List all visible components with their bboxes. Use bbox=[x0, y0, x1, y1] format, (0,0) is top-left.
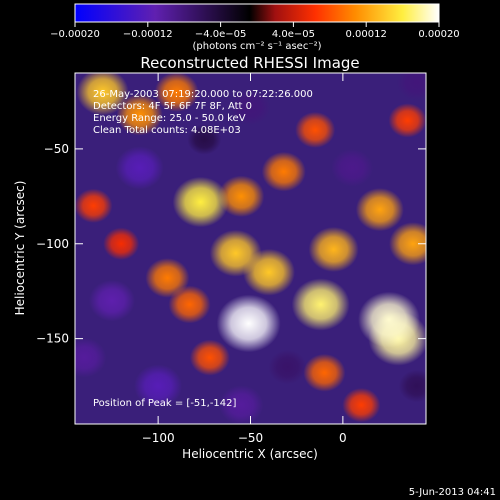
colorbar-tick-label: −0.00020 bbox=[50, 29, 100, 40]
heat-source-negative bbox=[88, 279, 135, 322]
x-tick-label: 0 bbox=[339, 431, 347, 445]
colorbar: −0.00020 −0.00012 −4.0e−05 4.0e−05 0.00012 0.… bbox=[50, 3, 460, 52]
heat-source-negative bbox=[268, 349, 307, 385]
heat-source-positive bbox=[358, 291, 421, 348]
heatmap-image bbox=[75, 73, 426, 424]
heat-source-positive bbox=[76, 73, 129, 116]
heat-source-positive bbox=[189, 339, 230, 376]
heat-source-negative bbox=[396, 73, 426, 101]
y-tick-label: −50 bbox=[44, 142, 69, 156]
footer-timestamp: 5-Jun-2013 04:41 bbox=[409, 487, 496, 498]
heat-source-positive bbox=[75, 188, 113, 223]
heat-source-positive bbox=[355, 188, 404, 232]
colorbar-tick-label: 0.00020 bbox=[418, 29, 459, 40]
heat-source-positive bbox=[291, 278, 350, 331]
heat-source-negative bbox=[187, 124, 222, 155]
heat-source-positive bbox=[308, 226, 359, 272]
y-axis-label: Heliocentric Y (arcsec) bbox=[13, 181, 27, 316]
heat-source-positive bbox=[116, 94, 163, 136]
axis-ticks: −100 −50 0 −50 −100 −150 bbox=[36, 73, 426, 445]
heat-source-negative bbox=[398, 369, 426, 403]
heat-source-positive bbox=[103, 227, 140, 260]
heat-source-positive bbox=[145, 258, 190, 298]
annotation-detectors: Detectors: 4F 5F 6F 7F 8F, Att 0 bbox=[93, 101, 252, 112]
heat-source-positive bbox=[388, 103, 426, 138]
chart-title: Reconstructed RHESSI Image bbox=[140, 54, 359, 72]
colorbar-tick-label: 4.0e−05 bbox=[272, 29, 315, 40]
colorbar-tick-label: 0.00012 bbox=[346, 29, 387, 40]
colorbar-bar bbox=[74, 3, 440, 23]
y-tick-label: −100 bbox=[36, 237, 69, 251]
heat-source-positive bbox=[209, 229, 262, 277]
plot-area: 26-May-2003 07:19:20.000 to 07:22:26.000… bbox=[74, 72, 427, 425]
x-tick-label: −100 bbox=[142, 431, 175, 445]
heat-source-positive bbox=[295, 111, 336, 148]
heat-source-negative bbox=[230, 89, 271, 126]
heat-source-negative bbox=[219, 385, 264, 424]
heat-source-negative bbox=[75, 337, 107, 378]
heat-source-negative bbox=[115, 146, 164, 190]
heat-source-positive bbox=[172, 176, 229, 228]
heat-source-positive bbox=[168, 285, 211, 324]
colorbar-tick-label: −0.00012 bbox=[123, 29, 173, 40]
colorbar-ticks: −0.00020 −0.00012 −4.0e−05 4.0e−05 0.00012 0.… bbox=[50, 22, 460, 40]
colorbar-tick-label: −4.0e−05 bbox=[195, 29, 247, 40]
x-tick-label: −50 bbox=[238, 431, 263, 445]
heat-source-negative bbox=[134, 364, 183, 408]
annotation-time-range: 26-May-2003 07:19:20.000 to 07:22:26.000 bbox=[93, 89, 313, 100]
heat-source-positive bbox=[218, 175, 265, 218]
heat-source-positive bbox=[216, 294, 281, 353]
heat-source-positive bbox=[303, 353, 346, 392]
heat-source-positive bbox=[154, 73, 199, 112]
peak-position-label: Position of Peak = [-51,-142] bbox=[93, 398, 237, 409]
heat-source-positive bbox=[389, 222, 426, 266]
heat-source-negative bbox=[331, 148, 374, 187]
colorbar-unit-label: (photons cm⁻² s⁻¹ asec⁻²) bbox=[192, 41, 321, 52]
x-axis-label: Heliocentric X (arcsec) bbox=[182, 447, 318, 461]
y-tick-label: −150 bbox=[36, 332, 69, 346]
heat-source-positive bbox=[261, 151, 306, 192]
annotation-clean-counts: Clean Total counts: 4.08E+03 bbox=[93, 125, 241, 136]
heat-source-positive bbox=[342, 387, 381, 423]
annotation-energy-range: Energy Range: 25.0 - 50.0 keV bbox=[93, 113, 246, 124]
